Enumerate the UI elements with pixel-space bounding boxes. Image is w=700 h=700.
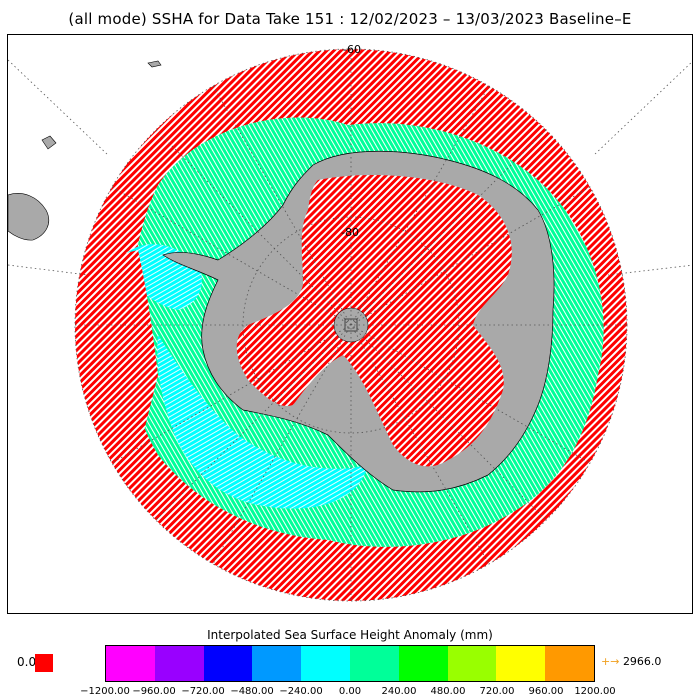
island-north	[147, 60, 162, 68]
colorbar-swatch	[496, 646, 546, 681]
latitude-label-minus80: -80	[341, 226, 359, 239]
colorbar-swatch	[154, 646, 204, 681]
colorbar-title: Interpolated Sea Surface Height Anomaly …	[207, 628, 493, 642]
colorbar-tick-label: 1200.00	[574, 686, 616, 697]
latitude-label-minus60: -60	[343, 43, 361, 56]
antarctica-interior-data	[236, 175, 512, 467]
colorbar-tick-label: 720.00	[479, 686, 515, 697]
south-america-land	[8, 193, 50, 241]
falkland-islands	[41, 135, 57, 150]
colorbar-tick-label: −960.00	[132, 686, 176, 697]
colorbar-tick-label: 0.00	[338, 686, 362, 697]
colorbar-swatch	[106, 646, 155, 681]
colorbar-tick-label: 960.00	[528, 686, 564, 697]
max-value-label: 2966.0	[622, 655, 662, 668]
colorbar-tick-label: −720.00	[181, 686, 225, 697]
colorbar-swatch	[398, 646, 448, 681]
colorbar-tick-labels: −1200.00 −960.00 −720.00 −480.00 −240.00 0.00…	[0, 686, 700, 700]
missing-value-label: 0.0	[17, 655, 37, 669]
colorbar-tick-label: −1200.00	[80, 686, 130, 697]
colorbar-swatch	[252, 646, 302, 681]
graticule	[8, 48, 692, 602]
colorbar-swatch	[203, 646, 253, 681]
map-title: (all mode) SSHA for Data Take 151 : 12/0…	[68, 10, 632, 28]
polar-map: -60 -80	[8, 43, 692, 602]
colorbar	[105, 645, 595, 682]
colorbar-tick-label: 240.00	[381, 686, 417, 697]
colorbar-tick-label: −240.00	[279, 686, 323, 697]
max-value-indicator: +→ 2966.0	[601, 655, 661, 668]
max-arrow-icon: +→	[601, 655, 620, 668]
colorbar-tick-label: −480.00	[230, 686, 274, 697]
colorbar-swatch	[447, 646, 497, 681]
cyan-ssha-region	[157, 335, 368, 509]
colorbar-swatch	[349, 646, 399, 681]
colorbar-tick-label: 480.00	[430, 686, 466, 697]
missing-value-swatch	[35, 654, 53, 672]
colorbar-swatch	[301, 646, 350, 681]
map-panel: -60 -80	[7, 34, 693, 614]
colorbar-swatch	[545, 646, 594, 681]
